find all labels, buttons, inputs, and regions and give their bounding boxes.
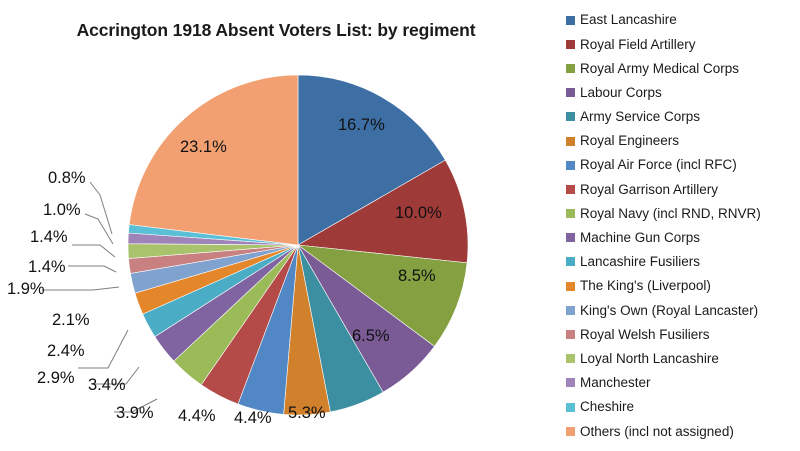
legend-item[interactable]: Labour Corps [560,81,800,105]
pie-slice[interactable] [297,74,446,246]
legend-color-swatch [566,354,575,364]
pie-data-label: 3.4% [88,376,126,394]
legend-color-swatch [566,281,575,291]
pie-data-label: 1.0% [43,201,81,219]
legend-item-label: Lancashire Fusiliers [580,254,701,270]
legend-color-swatch [566,39,575,49]
legend-color-swatch [566,209,575,219]
legend-item[interactable]: Loyal North Lancashire [560,347,800,371]
legend-color-swatch [566,160,575,170]
legend-item-label: East Lancashire [580,12,677,28]
pie-data-label: 4.4% [234,409,272,427]
legend-item[interactable]: Royal Engineers [560,129,800,153]
pie-data-label: 2.4% [47,342,85,360]
legend-item-label: Royal Welsh Fusiliers [580,326,710,342]
pie-data-label: 3.9% [116,404,154,422]
leader-lines [42,181,158,413]
legend-item[interactable]: Royal Garrison Artillery [560,177,800,201]
legend-color-swatch [566,233,575,243]
legend-item-label: Royal Field Artillery [580,36,696,52]
pie-data-label: 1.4% [28,258,66,276]
legend-color-swatch [566,426,575,436]
legend-color-swatch [566,305,575,315]
legend-item[interactable]: East Lancashire [560,8,800,32]
legend-color-swatch [566,184,575,194]
legend-color-swatch [566,63,575,73]
pie-data-label: 2.1% [52,311,90,329]
pie-data-label: 5.3% [288,404,326,422]
plot-area: 16.7% 10.0% 8.5% 6.5% 5.3% 4.4% 4.4% 3.9% 3.4% 2.… [7,74,469,427]
legend-item-label: Manchester [580,375,651,391]
legend-item[interactable]: Manchester [560,371,800,395]
legend-color-swatch [566,330,575,340]
legend-color-swatch [566,402,575,412]
pie-data-label: 23.1% [180,138,227,156]
legend-color-swatch [566,257,575,267]
legend-item[interactable]: Royal Army Medical Corps [560,56,800,80]
pie-svg [42,74,469,416]
label-leader-line [42,286,120,291]
chart-title: Accrington 1918 Absent Voters List: by r… [76,20,476,40]
legend-item-label: Royal Engineers [580,133,680,149]
legend-item[interactable]: Army Service Corps [560,105,800,129]
pie-data-label: 8.5% [398,267,436,285]
pie-data-label: 1.9% [7,280,45,298]
legend-item[interactable]: Others (incl not assigned) [560,419,800,443]
pie-data-label: 1.4% [30,228,68,246]
legend-color-swatch [566,88,575,98]
legend-item[interactable]: The King's (Liverpool) [560,274,800,298]
legend-item[interactable]: Royal Air Force (incl RFC) [560,153,800,177]
legend-item-label: Machine Gun Corps [580,230,701,246]
legend-item[interactable]: Royal Navy (incl RND, RNVR) [560,202,800,226]
legend-item-label: King's Own (Royal Lancaster) [580,302,759,318]
legend-color-swatch [566,112,575,122]
legend-item-label: Army Service Corps [580,109,701,125]
legend-item-label: Royal Navy (incl RND, RNVR) [580,205,761,221]
legend-item-label: Royal Garrison Artillery [580,181,719,197]
pie-slices [127,74,469,416]
pie-data-label: 6.5% [352,327,390,345]
pie-data-label: 2.9% [37,369,75,387]
legend-item-label: Royal Army Medical Corps [580,60,740,76]
legend-item-label: Cheshire [580,399,635,415]
legend-item[interactable]: King's Own (Royal Lancaster) [560,298,800,322]
legend-color-swatch [566,136,575,146]
pie-data-label: 10.0% [395,204,442,222]
pie-slice[interactable] [297,159,469,264]
legend-item-label: The King's (Liverpool) [580,278,711,294]
legend-item-label: Labour Corps [580,84,662,100]
legend-item[interactable]: Cheshire [560,395,800,419]
pie-slice[interactable] [296,244,468,347]
legend-item[interactable]: Machine Gun Corps [560,226,800,250]
pie-data-label: 16.7% [338,116,385,134]
label-leader-line [92,366,140,385]
legend-item-label: Others (incl not assigned) [580,423,734,439]
pie-data-label: 0.8% [48,169,86,187]
pie-data-label: 4.4% [178,407,216,425]
legend-color-swatch [566,378,575,388]
legend-color-swatch [566,15,575,25]
legend-item-label: Royal Air Force (incl RFC) [580,157,737,173]
legend-item-label: Loyal North Lancashire [580,350,719,366]
label-leader-line [114,398,158,413]
legend-item[interactable]: Royal Field Artillery [560,32,800,56]
legend-item[interactable]: Royal Welsh Fusiliers [560,322,800,346]
pie-slice[interactable] [128,74,299,246]
label-leader-line [84,213,114,245]
chart-legend: East Lancashire Royal Field Artillery Roya… [560,8,800,448]
label-leader-line [72,244,116,258]
legend-item[interactable]: Lancashire Fusiliers [560,250,800,274]
label-leader-line [89,181,113,235]
label-leader-line [78,329,129,369]
label-leader-line [68,265,117,273]
